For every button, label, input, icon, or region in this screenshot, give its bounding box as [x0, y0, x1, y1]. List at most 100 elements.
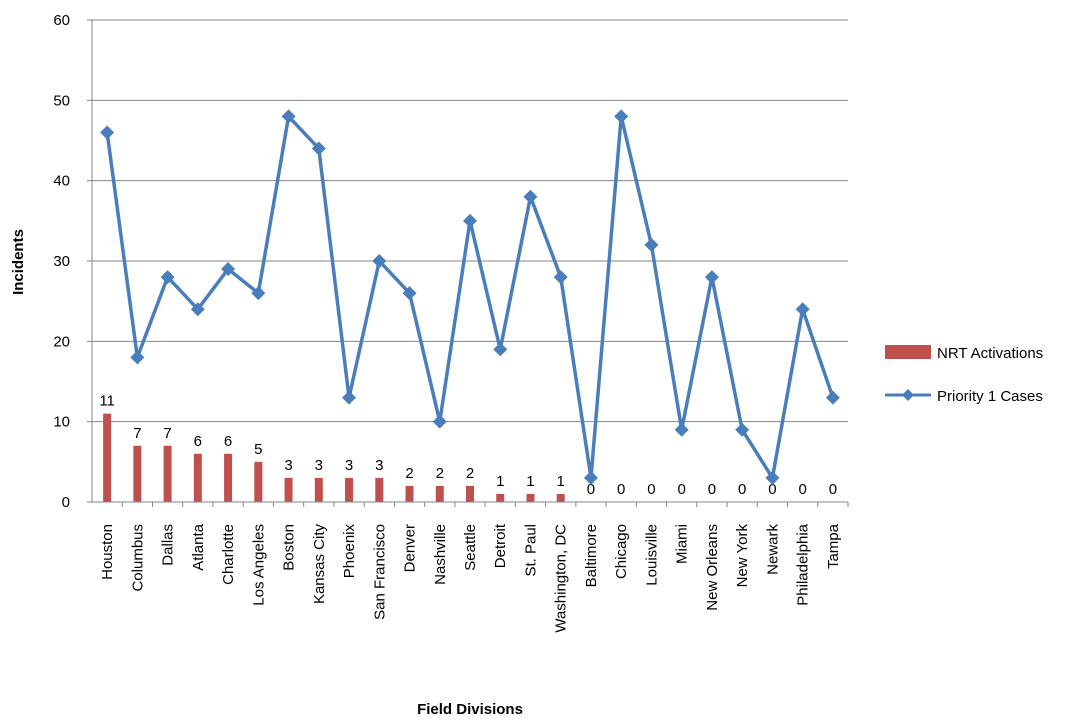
line-marker	[130, 350, 145, 365]
line-marker	[765, 470, 780, 485]
legend-swatch-priority-marker	[902, 389, 914, 401]
bar	[224, 453, 233, 502]
bar	[103, 413, 112, 502]
gridlines	[92, 19, 848, 423]
line-marker	[583, 470, 598, 485]
line-marker	[704, 270, 719, 285]
bar-data-label: 5	[254, 441, 262, 458]
bar-data-label: 1	[496, 473, 504, 490]
bar-data-label: 0	[647, 481, 655, 498]
line-marker	[553, 270, 568, 285]
bar-data-label: 3	[345, 457, 353, 474]
bar-data-label: 2	[405, 465, 413, 482]
bar-data-label: 0	[617, 481, 625, 498]
line-marker	[402, 286, 417, 301]
bar	[435, 485, 444, 502]
line-marker	[463, 213, 477, 228]
bar-data-label: 0	[738, 481, 746, 498]
legend-swatch-nrt	[885, 345, 931, 359]
bar-data-label: 0	[678, 481, 686, 498]
line-marker	[311, 141, 326, 156]
bar	[254, 461, 263, 502]
y-tick-label: 60	[53, 12, 70, 29]
x-axis-title: Field Divisions	[417, 701, 523, 718]
line-marker	[493, 342, 508, 357]
category-label: San Francisco	[371, 524, 388, 620]
category-label: Phoenix	[341, 524, 358, 579]
bar	[314, 477, 323, 502]
bar-data-label: 7	[163, 425, 171, 442]
bar-data-label: 3	[375, 457, 383, 474]
category-label: Washington, DC	[553, 524, 570, 633]
category-label: Columbus	[129, 524, 146, 592]
line-marker	[190, 302, 205, 317]
bar	[496, 493, 505, 502]
bar-data-label: 0	[708, 481, 716, 498]
line-marker	[644, 237, 659, 252]
bar-data-label: 6	[224, 433, 232, 450]
bar-data-label: 0	[798, 481, 806, 498]
bar	[193, 453, 202, 502]
bar	[345, 477, 354, 502]
y-axis-title: Incidents	[10, 229, 27, 295]
bar-data-label: 3	[315, 457, 323, 474]
bar-data-label: 3	[284, 457, 292, 474]
bar-data-labels: 117 7 6 6 53 3 3 3 2 2 2 1 1 1 0 0 0 0 0 0 0 0 0	[99, 393, 837, 498]
line-marker	[795, 302, 810, 317]
category-label: Louisville	[643, 524, 660, 586]
bar-data-label: 6	[194, 433, 202, 450]
bar-data-label: 0	[829, 481, 837, 498]
bar-data-label: 0	[587, 481, 595, 498]
bar	[133, 445, 142, 502]
category-labels: Houston Columbus Dallas Atlanta Charlotte Los…	[99, 502, 849, 633]
bar-data-label: 2	[466, 465, 474, 482]
category-label: Atlanta	[190, 523, 207, 570]
y-tick-label: 30	[53, 253, 70, 270]
category-label: Boston	[281, 524, 298, 571]
bar	[163, 445, 172, 502]
line-marker	[100, 125, 115, 140]
category-label: Baltimore	[583, 524, 600, 587]
legend-label-nrt: NRT Activations	[937, 345, 1043, 362]
line-marker	[342, 390, 357, 405]
line-marker	[432, 414, 447, 429]
category-label: Charlotte	[220, 524, 237, 585]
bar-data-label: 1	[557, 473, 565, 490]
line-marker	[221, 262, 236, 277]
category-label: New Orleans	[704, 524, 721, 611]
y-tick-label: 50	[53, 92, 70, 109]
category-label: Chicago	[613, 524, 630, 579]
bar	[556, 493, 565, 502]
bar	[526, 493, 535, 502]
bar-data-label: 2	[436, 465, 444, 482]
bar	[284, 477, 293, 502]
bar	[466, 485, 474, 502]
line-marker	[251, 286, 266, 301]
y-tick-label: 0	[62, 494, 70, 511]
bar-data-label: 0	[768, 481, 776, 498]
bar-series	[103, 413, 565, 502]
category-label: Tampa	[825, 523, 842, 569]
line-series	[100, 109, 840, 485]
category-label: Nashville	[432, 524, 449, 585]
category-label: Newark	[764, 524, 781, 575]
y-axis-ticks: 0 10 20 30 40 50 60	[53, 12, 92, 511]
line-marker	[674, 422, 689, 437]
line-marker	[160, 270, 175, 285]
category-label: New York	[734, 524, 751, 588]
category-label: Denver	[402, 524, 419, 572]
bar	[375, 477, 384, 502]
y-tick-label: 40	[53, 173, 70, 190]
line-marker	[735, 422, 750, 437]
category-label: St. Paul	[522, 524, 539, 577]
bar	[405, 485, 414, 502]
line-marker	[825, 390, 840, 405]
line-marker	[372, 254, 387, 268]
category-label: Miami	[674, 524, 691, 564]
line-marker	[523, 189, 538, 204]
category-label: Seattle	[462, 524, 479, 571]
bar-data-label: 11	[99, 393, 115, 410]
legend: NRT Activations Priority 1 Cases	[885, 345, 1043, 405]
category-label: Los Angeles	[250, 524, 267, 606]
